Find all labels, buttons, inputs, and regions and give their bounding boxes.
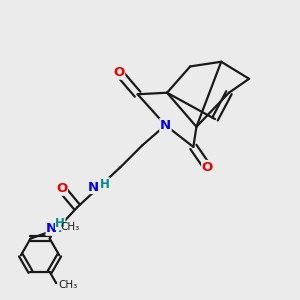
Text: O: O <box>56 182 68 195</box>
Text: H: H <box>55 217 65 230</box>
Text: O: O <box>202 160 213 173</box>
Text: O: O <box>113 66 125 79</box>
Text: CH₃: CH₃ <box>59 280 78 290</box>
Text: N: N <box>160 119 171 132</box>
Text: H: H <box>100 178 110 190</box>
Text: CH₃: CH₃ <box>60 222 79 233</box>
Text: H: H <box>52 222 62 236</box>
Text: N: N <box>88 181 99 194</box>
Text: H: H <box>94 181 104 194</box>
Text: N: N <box>46 222 57 236</box>
